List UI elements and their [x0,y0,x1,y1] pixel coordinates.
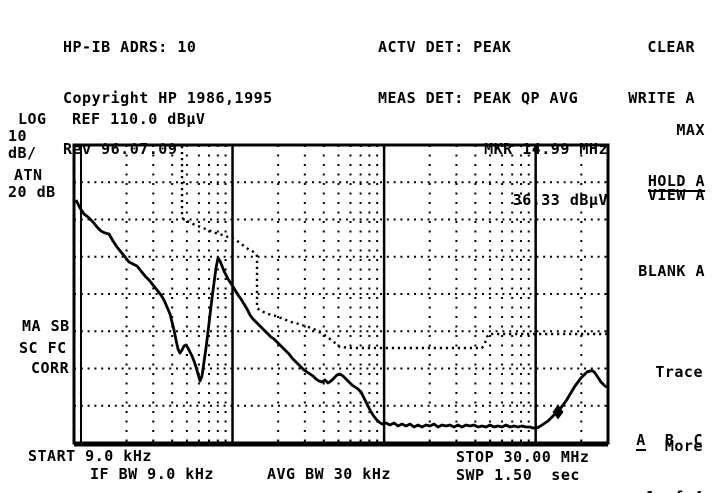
trace-option-a[interactable]: A [636,431,646,451]
scale-unit: dB/ [8,144,37,162]
copyright: Copyright HP 1986,1995 [63,89,273,107]
trace-option-c[interactable]: C [693,431,703,449]
trace-option-b[interactable]: B [664,431,675,449]
softkey-more-line1: More [664,437,703,455]
softkey-view-a-label: VIEW A [647,186,705,204]
start-frequency: START 9.0 kHz [28,447,152,465]
softkey-more-line2: 1 of 4 [646,489,703,493]
sweep-time: SWP 1.50 sec [456,466,580,484]
ref-level-label: REF 110.0 dBµV [72,110,206,128]
trace-mode-line2: WRITE A [628,89,695,107]
softkey-max-hold[interactable]: MAX HOLD A [647,88,705,226]
hpib-address: HP-IB ADRS: 10 [63,38,197,56]
annunciator-corr: CORR [31,359,70,377]
softkey-max-hold-line1: MAX [676,121,705,139]
if-bandwidth: IF BW 9.0 kHz [90,465,214,483]
softkey-view-a[interactable]: VIEW A [610,170,705,221]
softkey-more[interactable]: More 1 of 4 [646,404,703,493]
avg-bandwidth: AVG BW 30 kHz [267,465,391,483]
softkey-blank-a-label: BLANK A [638,262,705,280]
graticule-border [72,143,610,445]
softkey-blank-a[interactable]: BLANK A [600,246,705,297]
attenuator-value: 20 dB [8,183,56,201]
trace-mode-readout: CLEAR WRITE A [628,5,695,141]
annunciator-sc-fc: SC FC [19,339,67,357]
attenuator-label: ATN [14,166,43,184]
log-label: LOG [18,110,47,128]
trace-mode-line1: CLEAR [647,38,695,56]
softkey-max-hold-line2: HOLD A [647,172,705,192]
annunciator-ma-sb: MA SB [22,317,70,335]
stop-frequency: STOP 30.00 MHz [456,448,590,466]
softkey-trace-select[interactable]: Trace A B C [579,330,703,493]
softkey-trace-label: Trace [655,363,703,381]
measure-detectors: MEAS DET: PEAK QP AVG [378,89,579,107]
trace-b-dotted [180,146,607,350]
active-detector: ACTV DET: PEAK [378,38,512,56]
trace-a-solid [74,199,608,430]
marker-diamond [552,404,564,420]
scale-value: 10 [8,127,28,145]
